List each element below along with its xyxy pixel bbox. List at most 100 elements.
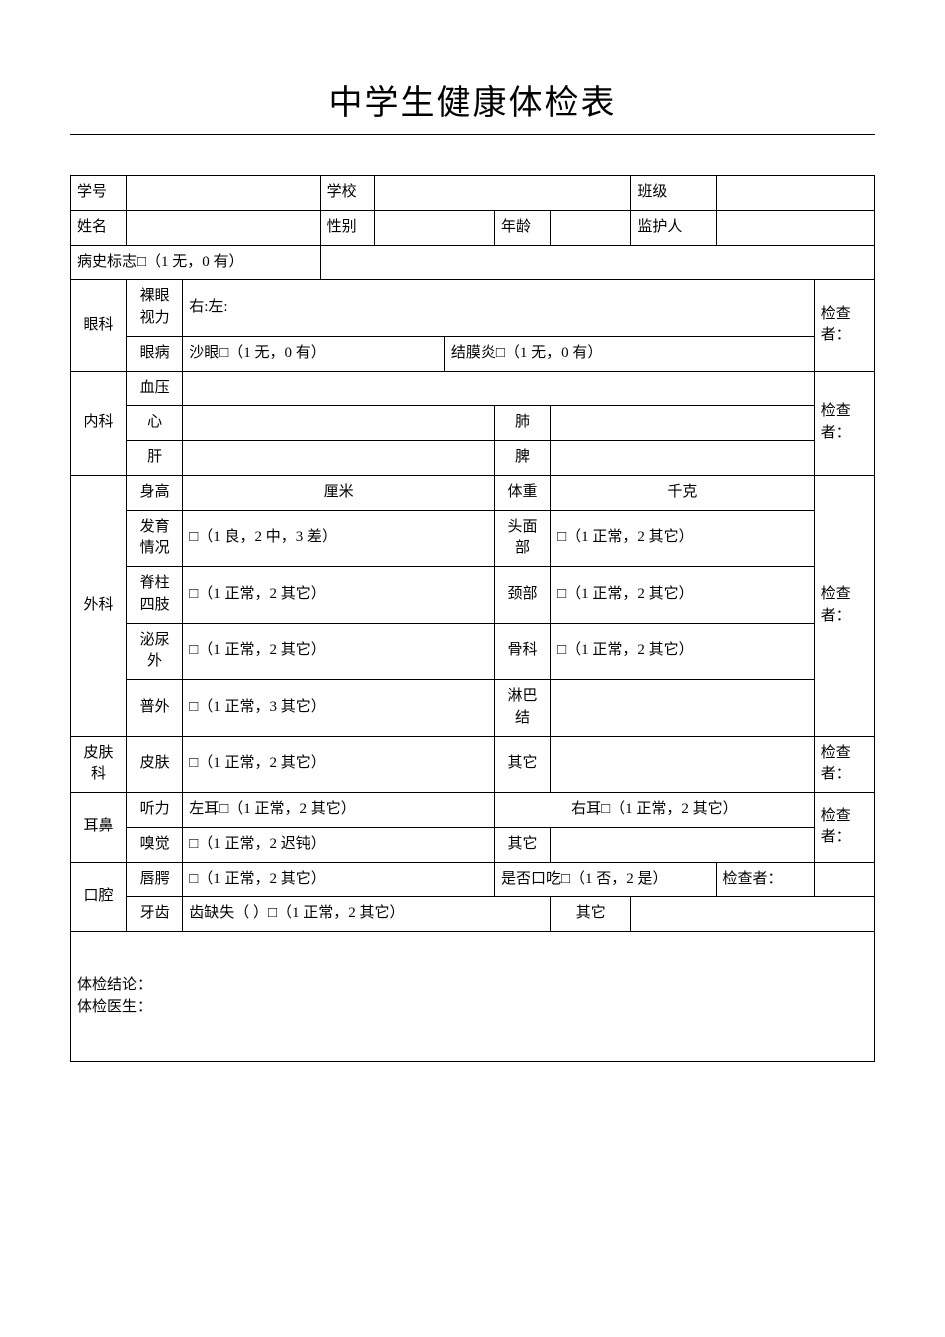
label-name: 姓名 xyxy=(71,210,127,245)
label-gender: 性别 xyxy=(320,210,374,245)
health-form-table: 学号 学校 班级 姓名 性别 年龄 监护人 病史标志□（1 无，0 有） 眼科 … xyxy=(70,175,875,1062)
value-lips-palate: □（1 正常，2 其它） xyxy=(183,862,495,897)
table-row: 发育情况 □（1 良，2 中，3 差） 头面部 □（1 正常，2 其它） xyxy=(71,510,875,567)
value-general-surgery: □（1 正常，3 其它） xyxy=(183,680,495,737)
value-left-ear: 左耳□（1 正常，2 其它） xyxy=(183,793,495,828)
value-other-derm xyxy=(551,736,815,793)
title-rule xyxy=(70,134,875,135)
label-conclusion: 体检结论： xyxy=(77,975,868,997)
label-other-ent: 其它 xyxy=(494,827,550,862)
value-bp xyxy=(183,371,814,406)
value-other-ent xyxy=(551,827,815,862)
value-neck: □（1 正常，2 其它） xyxy=(551,567,815,624)
table-row: 脊柱四肢 □（1 正常，2 其它） 颈部 □（1 正常，2 其它） xyxy=(71,567,875,624)
label-internal-dept: 内科 xyxy=(71,371,127,475)
value-skin: □（1 正常，2 其它） xyxy=(183,736,495,793)
label-other-derm: 其它 xyxy=(494,736,550,793)
table-row: 牙齿 齿缺失（ ）□（1 正常，2 其它） 其它 xyxy=(71,897,875,932)
table-row: 姓名 性别 年龄 监护人 xyxy=(71,210,875,245)
conclusion-cell: 体检结论： 体检医生： xyxy=(71,932,875,1062)
value-stutter: 是否口吃□（1 否，2 是） xyxy=(494,862,716,897)
label-neck: 颈部 xyxy=(494,567,550,624)
label-skin: 皮肤 xyxy=(127,736,183,793)
table-row: 眼科 裸眼视力 右:左: 检查者： xyxy=(71,280,875,337)
label-bp: 血压 xyxy=(127,371,183,406)
label-spleen: 脾 xyxy=(494,441,550,476)
label-other-oral: 其它 xyxy=(551,897,631,932)
label-examiner-surgery: 检查者： xyxy=(814,475,874,736)
label-heart: 心 xyxy=(127,406,183,441)
value-trachoma: 沙眼□（1 无，0 有） xyxy=(183,336,445,371)
value-right-ear: 右耳□（1 正常，2 其它） xyxy=(494,793,814,828)
label-doctor: 体检医生： xyxy=(77,997,868,1019)
value-history-flag xyxy=(320,245,874,280)
label-lips-palate: 唇腭 xyxy=(127,862,183,897)
label-examiner-derm: 检查者： xyxy=(814,736,874,793)
label-derm-dept: 皮肤科 xyxy=(71,736,127,793)
table-row: 泌尿外 □（1 正常，2 其它） 骨科 □（1 正常，2 其它） xyxy=(71,623,875,680)
table-row: 皮肤科 皮肤 □（1 正常，2 其它） 其它 检查者： xyxy=(71,736,875,793)
value-examiner-oral xyxy=(814,862,874,897)
label-eye-dept: 眼科 xyxy=(71,280,127,371)
label-history-flag: 病史标志□（1 无，0 有） xyxy=(71,245,321,280)
table-row: 耳鼻 听力 左耳□（1 正常，2 其它） 右耳□（1 正常，2 其它） 检查者： xyxy=(71,793,875,828)
table-row: 外科 身高 厘米 体重 千克 检查者： xyxy=(71,475,875,510)
label-height: 身高 xyxy=(127,475,183,510)
value-gender xyxy=(374,210,494,245)
value-conjunctivitis: 结膜炎□（1 无，0 有） xyxy=(444,336,814,371)
table-row: 体检结论： 体检医生： xyxy=(71,932,875,1062)
label-spine-limbs: 脊柱四肢 xyxy=(127,567,183,624)
value-urology: □（1 正常，2 其它） xyxy=(183,623,495,680)
table-row: 眼病 沙眼□（1 无，0 有） 结膜炎□（1 无，0 有） xyxy=(71,336,875,371)
label-hearing: 听力 xyxy=(127,793,183,828)
label-ent-dept: 耳鼻 xyxy=(71,793,127,863)
value-heart xyxy=(183,406,495,441)
value-smell: □（1 正常，2 迟钝） xyxy=(183,827,495,862)
label-student-no: 学号 xyxy=(71,176,127,211)
value-teeth-loss: 齿缺失（ ）□（1 正常，2 其它） xyxy=(183,897,551,932)
value-guardian xyxy=(716,210,874,245)
label-urology: 泌尿外 xyxy=(127,623,183,680)
table-row: 心 肺 xyxy=(71,406,875,441)
label-general-surgery: 普外 xyxy=(127,680,183,737)
value-naked-vision: 右:左: xyxy=(183,280,814,337)
label-eye-disease: 眼病 xyxy=(127,336,183,371)
label-examiner-oral: 检查者： xyxy=(716,862,814,897)
value-class xyxy=(716,176,874,211)
value-spine-limbs: □（1 正常，2 其它） xyxy=(183,567,495,624)
label-lymph: 淋巴结 xyxy=(494,680,550,737)
value-lymph xyxy=(551,680,815,737)
value-school xyxy=(374,176,631,211)
label-naked-vision: 裸眼视力 xyxy=(127,280,183,337)
label-head-face: 头面部 xyxy=(494,510,550,567)
label-weight: 体重 xyxy=(494,475,550,510)
label-development: 发育情况 xyxy=(127,510,183,567)
table-row: 学号 学校 班级 xyxy=(71,176,875,211)
value-height-unit: 厘米 xyxy=(183,475,495,510)
label-age: 年龄 xyxy=(494,210,550,245)
value-spleen xyxy=(551,441,815,476)
table-row: 口腔 唇腭 □（1 正常，2 其它） 是否口吃□（1 否，2 是） 检查者： xyxy=(71,862,875,897)
value-lung xyxy=(551,406,815,441)
value-development: □（1 良，2 中，3 差） xyxy=(183,510,495,567)
value-orthopedics: □（1 正常，2 其它） xyxy=(551,623,815,680)
value-other-oral xyxy=(631,897,875,932)
label-examiner-ent: 检查者： xyxy=(814,793,874,863)
label-lung: 肺 xyxy=(494,406,550,441)
table-row: 肝 脾 xyxy=(71,441,875,476)
label-smell: 嗅觉 xyxy=(127,827,183,862)
label-liver: 肝 xyxy=(127,441,183,476)
page-title: 中学生健康体检表 xyxy=(70,75,875,124)
value-name xyxy=(127,210,320,245)
value-student-no xyxy=(127,176,320,211)
table-row: 病史标志□（1 无，0 有） xyxy=(71,245,875,280)
value-head-face: □（1 正常，2 其它） xyxy=(551,510,815,567)
table-row: 嗅觉 □（1 正常，2 迟钝） 其它 xyxy=(71,827,875,862)
label-school: 学校 xyxy=(320,176,374,211)
value-weight-unit: 千克 xyxy=(551,475,815,510)
label-guardian: 监护人 xyxy=(631,210,716,245)
value-age xyxy=(551,210,631,245)
table-row: 内科 血压 检查者： xyxy=(71,371,875,406)
label-surgery-dept: 外科 xyxy=(71,475,127,736)
label-teeth: 牙齿 xyxy=(127,897,183,932)
